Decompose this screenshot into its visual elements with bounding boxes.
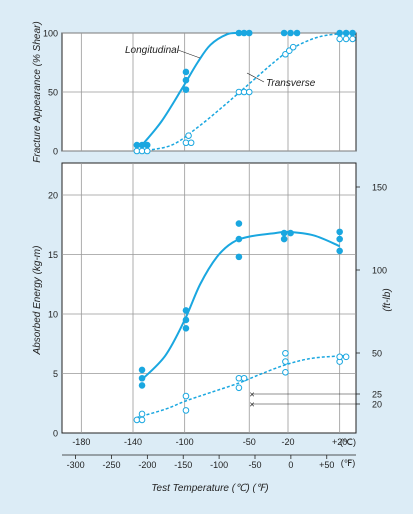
energy-transverse-point xyxy=(138,416,146,424)
energy-longitudinal-point xyxy=(138,374,146,382)
right-ytick-label: 20 xyxy=(372,400,382,410)
fahrenheit-tick-label: -100 xyxy=(210,460,228,470)
top-ytick-label: 50 xyxy=(48,88,58,98)
fahrenheit-tick-label: +50 xyxy=(319,460,334,470)
fahrenheit-tick-label: 0 xyxy=(288,460,293,470)
longitudinal-point xyxy=(182,76,190,84)
energy-transverse-point xyxy=(138,410,146,418)
celsius-tick-label: -140 xyxy=(124,437,142,447)
bottom-y-axis-title: Absorbed Energy (kg-m) xyxy=(32,246,43,356)
transverse-leader xyxy=(246,72,265,83)
annotation-marker: × xyxy=(249,400,254,410)
energy-longitudinal-point xyxy=(336,247,343,255)
fahrenheit-tick-label: -50 xyxy=(248,460,261,470)
series-label-longitudinal: Longitudinal xyxy=(125,45,180,56)
longitudinal-point xyxy=(280,29,288,37)
energy-transverse-point xyxy=(282,349,289,357)
longitudinal-point xyxy=(293,29,301,37)
energy-transverse-point xyxy=(182,407,190,414)
transverse-point xyxy=(245,88,253,96)
longitudinal-leader xyxy=(177,49,201,59)
celsius-tick-label: -100 xyxy=(176,437,194,447)
energy-transverse-point xyxy=(282,369,289,376)
energy-longitudinal-point xyxy=(182,307,190,314)
top-ytick-label: 0 xyxy=(53,147,58,157)
transverse-point xyxy=(289,43,297,51)
energy-longitudinal-point xyxy=(182,324,190,332)
celsius-tick-label: -50 xyxy=(243,437,256,447)
transverse-point xyxy=(342,35,350,43)
longitudinal-point xyxy=(287,29,294,37)
annotation-marker: × xyxy=(249,390,254,400)
energy-longitudinal-point xyxy=(138,366,146,374)
energy-transverse-point xyxy=(182,392,190,400)
right-ytick-label: 50 xyxy=(372,349,382,359)
transverse-point xyxy=(187,139,195,147)
transverse-point xyxy=(185,132,192,139)
longitudinal-point xyxy=(182,68,190,76)
energy-longitudinal-point xyxy=(336,235,343,243)
energy-transverse-point xyxy=(282,358,289,365)
celsius-tick-label: +20 xyxy=(332,437,347,447)
energy-longitudinal-point xyxy=(280,235,288,243)
bottom-ytick-label: 0 xyxy=(53,429,58,439)
energy-longitudinal-point xyxy=(235,235,243,243)
longitudinal-point xyxy=(143,141,151,149)
transverse-point xyxy=(143,147,151,155)
fahrenheit-tick-label: -250 xyxy=(102,460,120,470)
bottom-ytick-label: 15 xyxy=(48,250,58,260)
energy-transverse-curve xyxy=(136,354,347,419)
energy-longitudinal-point xyxy=(280,229,288,237)
energy-transverse-point xyxy=(235,384,243,392)
top-y-axis-title: Fracture Appearance (% Shear) xyxy=(32,21,43,162)
transverse-curve xyxy=(141,32,351,152)
energy-longitudinal-point xyxy=(138,382,146,389)
bottom-ytick-label: 20 xyxy=(48,191,58,201)
right-ytick-label: 25 xyxy=(372,390,382,400)
fahrenheit-tick-label: -300 xyxy=(67,460,85,470)
series-label-transverse: Transverse xyxy=(266,78,316,89)
energy-longitudinal-point xyxy=(287,229,294,237)
fahrenheit-unit-label: (℉) xyxy=(341,458,356,468)
energy-longitudinal-point xyxy=(182,316,190,324)
transverse-point xyxy=(336,35,343,43)
fahrenheit-tick-label: -200 xyxy=(138,460,156,470)
x-axis-title: Test Temperature (℃) (℉) xyxy=(151,483,268,494)
transverse-point xyxy=(349,35,356,43)
energy-transverse-point xyxy=(240,374,248,382)
celsius-tick-label: -180 xyxy=(72,437,90,447)
bottom-ytick-label: 5 xyxy=(53,369,58,379)
right-ytick-label: 150 xyxy=(372,183,387,193)
bottom-ytick-label: 10 xyxy=(48,310,58,320)
fahrenheit-tick-label: -150 xyxy=(174,460,192,470)
right-y-axis-title: (ft-lb) xyxy=(382,288,393,311)
energy-longitudinal-point xyxy=(235,220,243,227)
energy-longitudinal-point xyxy=(235,253,243,261)
celsius-tick-label: -20 xyxy=(281,437,294,447)
energy-longitudinal-point xyxy=(336,228,343,236)
right-ytick-label: 100 xyxy=(372,266,387,276)
energy-transverse-point xyxy=(336,353,343,361)
energy-longitudinal-curve xyxy=(141,230,341,381)
longitudinal-point xyxy=(349,29,356,37)
longitudinal-point xyxy=(245,29,253,37)
energy-transverse-point xyxy=(342,353,350,361)
celsius-unit-label: (℃) xyxy=(340,437,356,447)
longitudinal-point xyxy=(182,86,190,93)
longitudinal-curve xyxy=(141,31,240,146)
bottom-plot-area xyxy=(61,162,357,434)
top-ytick-label: 100 xyxy=(43,29,58,39)
